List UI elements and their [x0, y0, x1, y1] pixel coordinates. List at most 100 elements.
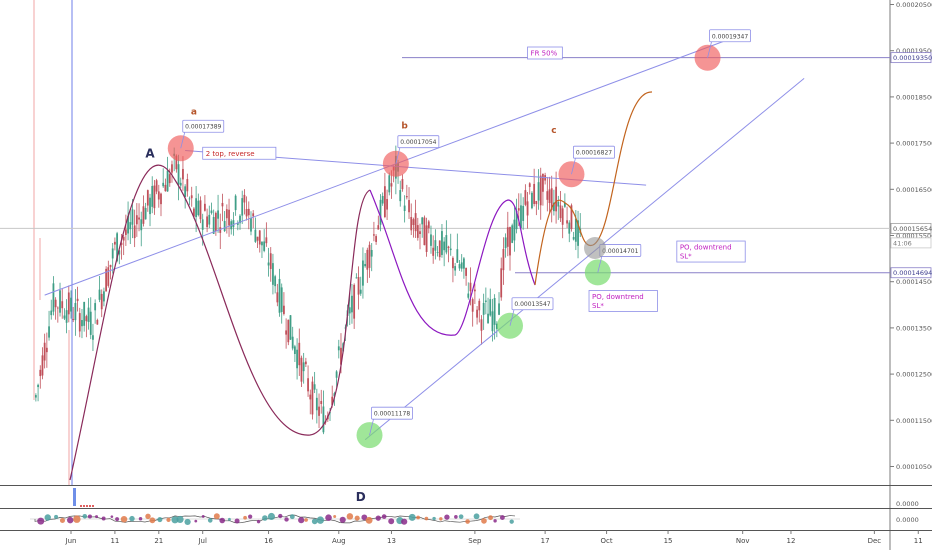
candle-body: [177, 164, 180, 185]
candle-body: [203, 203, 206, 211]
oscillator-dot: [194, 519, 198, 523]
oscillator-dot: [67, 516, 74, 524]
candle-body: [469, 282, 472, 292]
candle-body: [127, 215, 129, 234]
oscillator-dot: [213, 513, 220, 520]
oscillator-dot: [157, 516, 163, 523]
oscillator-dot: [115, 517, 120, 522]
candle-body: [458, 264, 461, 269]
candle-body: [335, 371, 338, 378]
candle-body: [291, 336, 294, 349]
candle-body: [135, 215, 138, 225]
candle-body: [72, 318, 75, 320]
candle-body: [105, 268, 108, 292]
candle-body: [261, 241, 263, 246]
candle-body: [272, 263, 274, 285]
candle-body: [414, 213, 417, 232]
trendline-lower: [364, 78, 805, 441]
oscillator-dot: [289, 514, 295, 520]
candle-body: [171, 164, 173, 173]
oscillator-dot: [54, 514, 59, 519]
candle-body: [452, 257, 454, 269]
wave-label: a: [191, 107, 197, 117]
candle-body: [70, 297, 72, 312]
candle-body: [241, 198, 244, 216]
candle-body: [537, 182, 540, 201]
pivot-callout-box: [511, 297, 554, 311]
y-tick-label: 0.00017500: [896, 140, 932, 148]
price-axis-label-box: [890, 267, 932, 279]
x-tick-label: 16: [264, 537, 273, 545]
candle-body: [155, 180, 158, 192]
candle-body: [197, 200, 200, 216]
candle-body: [54, 299, 57, 308]
candle-body: [225, 209, 228, 219]
candle-body: [425, 225, 428, 252]
candle-body: [419, 231, 421, 234]
candle-body: [228, 209, 230, 226]
oscillator-dot: [339, 516, 346, 523]
pivot-callout-box: [371, 406, 413, 420]
candle-body: [179, 182, 182, 186]
candle-body: [250, 218, 252, 232]
candle-body: [572, 237, 575, 240]
price-axis-label: 41:06: [893, 239, 912, 247]
candle-body: [315, 397, 318, 411]
y-tick-label: 0.00013500: [896, 324, 932, 332]
candle-body: [212, 217, 215, 234]
candle-body: [445, 235, 448, 253]
pivot-callout-box: [397, 135, 440, 149]
oscillator-dot: [256, 519, 261, 524]
candle-body: [370, 249, 373, 257]
pivot-callout-leader: [571, 158, 576, 175]
oscillator-dot: [365, 516, 373, 524]
pivot-callout-label: 0.00013547: [514, 301, 550, 308]
candle-body: [129, 222, 132, 230]
candle-body: [403, 205, 406, 212]
annotation-text: 2 top, reverse: [206, 150, 255, 158]
oscillator-dot: [444, 514, 450, 520]
y-tick-label: 0.00019500: [896, 47, 932, 55]
oscillator-dot: [248, 514, 253, 519]
candle-body: [390, 183, 393, 187]
oscillator-dot: [488, 515, 493, 521]
candle-body: [504, 237, 507, 249]
pivot-callout-label: 0.00016827: [576, 150, 612, 157]
candle-body: [300, 357, 303, 382]
candle-body: [550, 188, 553, 210]
pivot-callout-leader: [180, 132, 186, 149]
candle-body: [283, 305, 285, 314]
candle-body: [489, 299, 492, 316]
candle-body: [427, 221, 430, 229]
candle-body: [408, 200, 410, 213]
candle-body: [509, 227, 511, 256]
candle-body: [263, 241, 266, 251]
candle-body: [355, 277, 358, 279]
x-tick-label: Oct: [601, 537, 613, 545]
candle-body: [168, 174, 171, 184]
candle-body: [542, 173, 544, 192]
candle-body: [416, 225, 419, 238]
oscillator-dot: [346, 513, 354, 520]
candle-body: [528, 183, 531, 187]
forecast-pivot-marker: [584, 237, 606, 259]
oscillator-bar: [73, 488, 76, 506]
candle-body: [245, 208, 248, 217]
candle-body: [63, 315, 66, 319]
candle-body: [302, 362, 305, 372]
oscillator-dot: [234, 518, 240, 524]
candle-body: [331, 396, 334, 405]
candle-body: [405, 196, 408, 198]
candle-body: [304, 361, 307, 365]
candle-body: [50, 310, 53, 316]
candle-body: [81, 320, 83, 327]
y-tick-label: 0.00015500: [896, 232, 932, 240]
candle-body: [252, 213, 255, 217]
candle-body: [184, 186, 187, 198]
candle-body: [201, 219, 204, 230]
candle-body: [142, 206, 145, 224]
candle-body: [186, 179, 189, 192]
oscillator-dot: [44, 514, 51, 521]
candle-body: [463, 258, 465, 269]
candle-body: [351, 295, 353, 313]
